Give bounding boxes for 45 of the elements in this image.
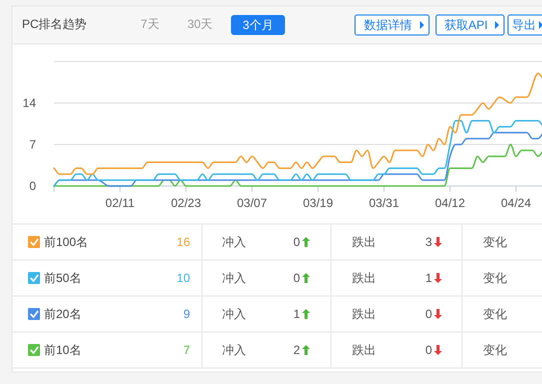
x-tick-label: 02/23 <box>170 196 202 210</box>
text: 跌出 <box>352 271 376 285</box>
text: 跌出 <box>352 343 376 357</box>
legend-label: 前20名 <box>44 307 82 321</box>
text: 变化 <box>483 343 507 357</box>
text: 变化 <box>483 307 507 321</box>
text: 3个月 <box>242 18 274 32</box>
text: 1 <box>425 271 432 285</box>
x-tick-label: 03/07 <box>236 196 268 210</box>
text: 跌出 <box>352 235 376 249</box>
x-tick-label: 03/31 <box>368 196 400 210</box>
text: 30天 <box>187 17 213 31</box>
y-tick-label: 0 <box>29 179 36 193</box>
text: 冲入 <box>222 235 246 249</box>
x-tick-label: 03/19 <box>302 196 334 210</box>
text: 冲入 <box>222 343 246 357</box>
text: 获取API <box>444 18 488 32</box>
y-tick-label: 7 <box>29 138 36 152</box>
text: 数据详情 <box>364 18 412 32</box>
x-tick-label: 04/24 <box>500 196 532 210</box>
text: 7天 <box>140 17 160 31</box>
text: 跌出 <box>352 307 376 321</box>
x-tick-label: 02/11 <box>105 196 135 210</box>
text: 16 <box>176 235 190 249</box>
text: 导出 <box>512 18 536 32</box>
legend-label: 前100名 <box>44 235 88 249</box>
text: 0 <box>425 307 432 321</box>
text: 3 <box>425 235 432 249</box>
text: 0 <box>293 235 300 249</box>
text: 7 <box>183 343 190 357</box>
chart-title: PC排名趋势 <box>22 17 87 31</box>
text: 10 <box>176 271 190 285</box>
legend-label: 前10名 <box>44 343 82 357</box>
text: 冲入 <box>222 271 246 285</box>
text: 9 <box>183 307 190 321</box>
text: 变化 <box>483 235 507 249</box>
legend-label: 前50名 <box>44 271 82 285</box>
y-tick-label: 14 <box>22 96 36 110</box>
text: 2 <box>293 343 300 357</box>
text: 0 <box>293 271 300 285</box>
text: 0 <box>425 343 432 357</box>
text: 冲入 <box>222 307 246 321</box>
text: 变化 <box>483 271 507 285</box>
text: 1 <box>293 307 300 321</box>
x-tick-label: 04/12 <box>434 196 466 210</box>
